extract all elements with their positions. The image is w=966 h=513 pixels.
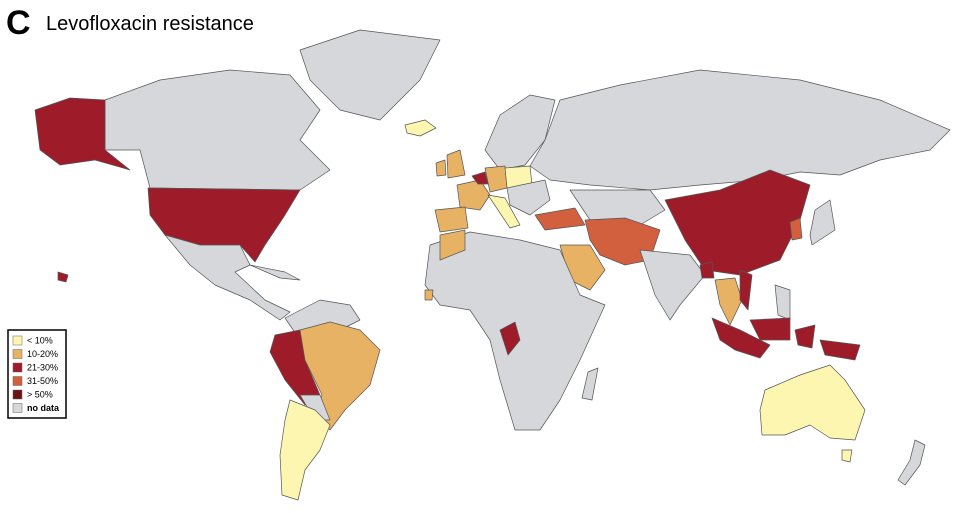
legend-swatch [12, 362, 23, 373]
legend-label: 31-50% [27, 376, 58, 386]
france [456, 179, 491, 211]
legend-label: < 10% [27, 335, 53, 345]
canada [104, 69, 331, 191]
legend-label: no data [27, 403, 60, 413]
turkey [534, 207, 586, 231]
vietnam [739, 269, 753, 311]
ireland [435, 159, 447, 177]
congo [499, 321, 521, 356]
tasmania [841, 449, 853, 463]
indonesia [711, 317, 861, 361]
map-title: Levofloxacin resistance [46, 13, 254, 35]
alaska [34, 97, 131, 171]
legend-swatch [12, 349, 23, 359]
legend-label: 10-20% [27, 349, 58, 359]
legend-swatch [12, 335, 23, 346]
panel-letter: C [6, 4, 31, 42]
bangladesh [699, 261, 715, 279]
uk [446, 149, 466, 179]
new-zealand [897, 439, 926, 486]
west-africa-spot [424, 289, 434, 301]
eastern-europe [506, 179, 551, 216]
iberia [434, 206, 469, 233]
legend-swatch [12, 376, 23, 386]
legend-swatch [12, 389, 23, 400]
australia [759, 364, 866, 441]
japan [809, 199, 836, 246]
usa [147, 187, 301, 263]
central-asia [569, 189, 666, 226]
argentina-chile [279, 399, 331, 501]
world-map [34, 29, 951, 501]
germany [484, 165, 508, 193]
india [639, 249, 706, 321]
madagascar [581, 367, 599, 401]
central-america [164, 234, 291, 321]
hawaii [57, 271, 69, 283]
legend-swatch [12, 403, 23, 413]
china [664, 169, 811, 276]
caribbean [249, 264, 301, 281]
russia [529, 69, 951, 191]
thailand [714, 277, 743, 326]
legend-label: > 50% [27, 389, 53, 399]
legend-label: 21-30% [27, 362, 58, 372]
greenland [299, 29, 441, 121]
italy [487, 194, 521, 229]
iceland [404, 119, 437, 137]
korea [789, 217, 803, 241]
philippines [774, 284, 791, 321]
morocco [439, 229, 466, 261]
legend: < 10% 10-20% 21-30% 31-50% > 50% no data [7, 329, 67, 419]
